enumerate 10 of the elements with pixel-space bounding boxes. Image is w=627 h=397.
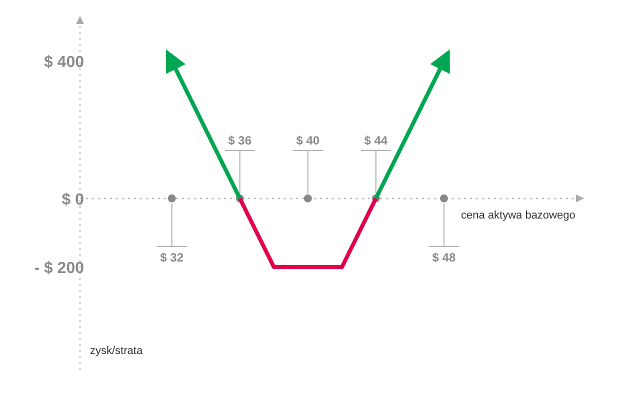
y-axis-title: zysk/strata — [90, 345, 144, 357]
y-tick-label: $ 0 — [62, 191, 84, 208]
x-tick-label: $ 44 — [364, 133, 388, 148]
annotation: $ 32 — [160, 250, 184, 264]
annotation: $ 48 — [432, 250, 456, 264]
y-tick-label: - $ 200 — [34, 260, 84, 278]
x-axis-title: cena aktywa bazowego — [461, 209, 576, 222]
x-tick-label: $ 36 — [228, 133, 252, 148]
x-tick-label: $ 40 — [296, 133, 320, 148]
y-tick-label: $ 400 — [44, 54, 84, 72]
